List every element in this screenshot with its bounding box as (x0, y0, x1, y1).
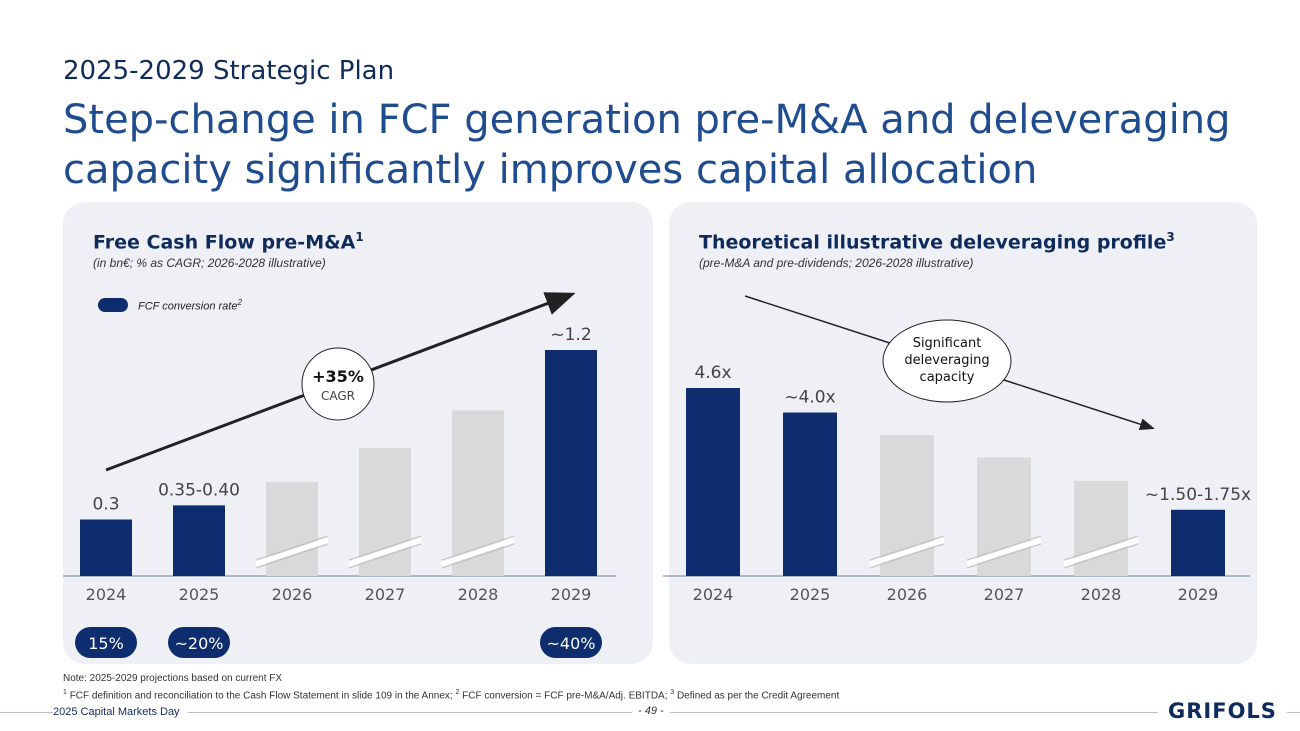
grifols-logo: GRIFOLS (1158, 699, 1287, 723)
footnotes: Note: 2025-2029 projections based on cur… (63, 672, 839, 703)
footer-event: 2025 Capital Markets Day (53, 706, 188, 718)
page-subtitle: 2025-2029 Strategic Plan (63, 56, 395, 86)
deleveraging-panel-title: Theoretical illustrative deleveraging pr… (699, 230, 1175, 254)
footer-page-number: - 49 - (632, 705, 670, 717)
deleveraging-panel: Theoretical illustrative deleveraging pr… (669, 202, 1257, 664)
fcf-panel-title: Free Cash Flow pre-M&A1 (93, 230, 364, 254)
deleveraging-panel-note: (pre-M&A and pre-dividends; 2026-2028 il… (699, 256, 974, 270)
fcf-panel-note: (in bn€; % as CAGR; 2026-2028 illustrati… (93, 256, 326, 270)
legend-label: FCF conversion rate2 (138, 298, 242, 313)
fcf-panel: Free Cash Flow pre-M&A1 (in bn€; % as CA… (63, 202, 653, 664)
footnote-sources: 1 FCF definition and reconciliation to t… (63, 689, 840, 702)
fcf-legend: FCF conversion rate2 (98, 298, 242, 313)
page-title: Step-change in FCF generation pre-M&A an… (63, 97, 1231, 243)
legend-swatch (98, 298, 128, 313)
footnote-note: Note: 2025-2029 projections based on cur… (63, 673, 283, 684)
